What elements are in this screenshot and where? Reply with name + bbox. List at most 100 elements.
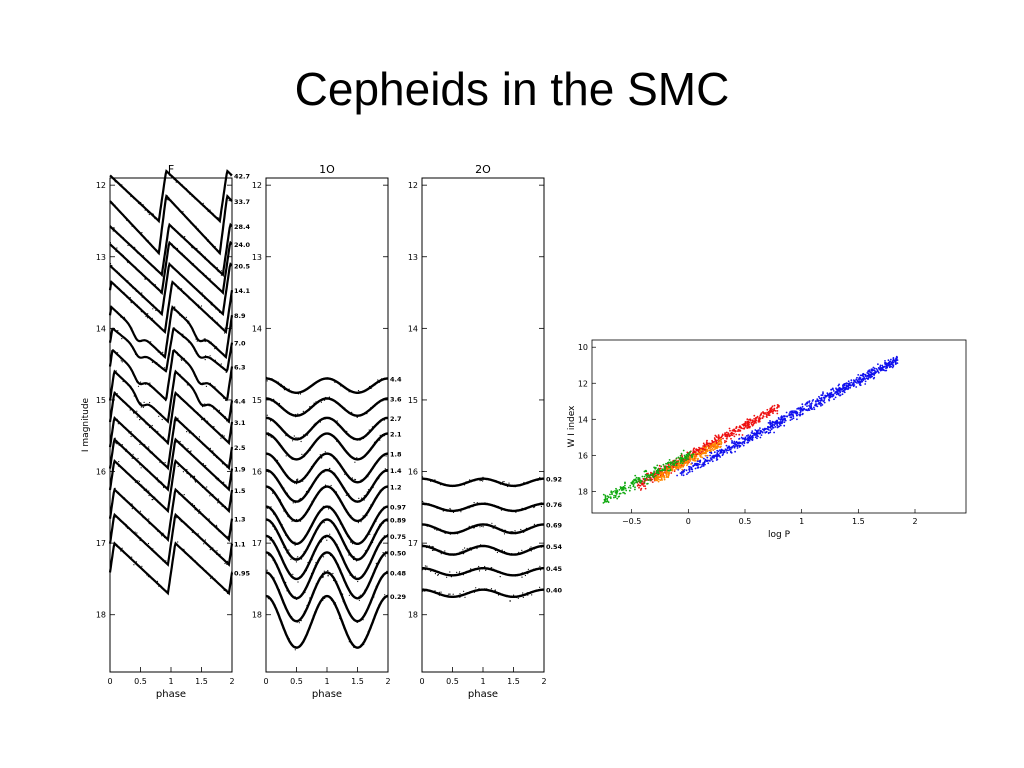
data-point [542,545,544,547]
data-point [446,576,448,578]
data-point [321,522,323,524]
pl-point [780,418,783,421]
data-point [425,569,427,571]
data-point [365,496,367,498]
data-point [270,400,272,402]
data-point [497,481,500,483]
data-point [305,494,307,496]
data-point [201,419,203,421]
data-point [283,602,285,605]
data-point [459,530,461,532]
data-point [126,527,129,529]
pl-point [759,414,762,417]
data-point [284,388,287,390]
data-point [275,381,277,383]
data-point [177,541,179,543]
data-point [383,377,385,379]
data-point [461,595,463,597]
data-point [141,484,143,486]
data-point [214,359,216,361]
data-point [329,519,331,521]
data-point [164,329,166,331]
data-point [154,217,156,220]
pl-point [657,475,659,477]
data-point [145,543,147,546]
data-point [133,564,135,566]
pl-point [657,468,660,470]
data-point [310,428,312,430]
data-point [269,453,271,455]
data-point [379,489,381,491]
data-point [359,619,361,621]
pl-point [653,466,656,469]
data-point [468,525,470,527]
data-point [179,421,181,423]
data-point [312,619,314,621]
data-point [115,442,118,444]
data-point [184,360,186,362]
data-point [202,463,204,465]
data-point [167,199,169,201]
pl-point [873,376,876,379]
data-point [269,553,271,556]
pl-point [733,446,736,449]
pl-point [780,421,782,424]
data-point [218,432,220,434]
pl-point [756,437,758,440]
pl-point [780,416,782,418]
data-point [327,574,329,576]
data-point [202,202,204,204]
data-point [194,560,196,562]
pl-point [773,409,776,412]
data-point [434,571,437,573]
data-point [499,571,501,573]
data-point [162,351,164,353]
data-point [214,284,216,286]
data-point [319,454,321,456]
pl-point [612,490,615,493]
data-point [305,549,307,551]
data-point [197,562,199,565]
pl-point [657,472,660,474]
pl-point [864,383,867,385]
pl-point [870,371,872,373]
pl-point [610,491,613,494]
data-point [331,378,333,380]
pl-point [701,456,704,459]
data-point [170,467,172,469]
pl-point [784,419,787,422]
data-point [274,458,276,460]
light-curve-line [265,594,389,649]
data-point [304,455,306,457]
data-point [309,597,311,599]
pl-point [724,432,726,434]
pl-point [873,367,876,370]
data-point [224,332,226,334]
pl-point [812,399,815,401]
pl-point [757,420,760,423]
data-point [530,550,532,552]
data-point [295,500,297,502]
data-point [228,466,230,468]
pl-point [856,380,859,382]
data-point [143,312,145,314]
data-point [282,505,284,508]
data-point [504,595,506,597]
data-point [165,371,168,373]
data-point [161,418,163,421]
data-point [291,616,293,618]
pl-point [667,476,670,479]
data-point [156,477,159,479]
data-point [171,511,173,513]
data-point [285,411,287,413]
data-point [311,465,313,467]
data-point [119,397,121,399]
light-curve-line [108,415,234,471]
data-point [290,558,292,560]
data-point [170,542,172,544]
data-point [360,577,362,579]
data-point [147,313,149,315]
data-point [287,590,289,593]
data-point [222,198,224,201]
